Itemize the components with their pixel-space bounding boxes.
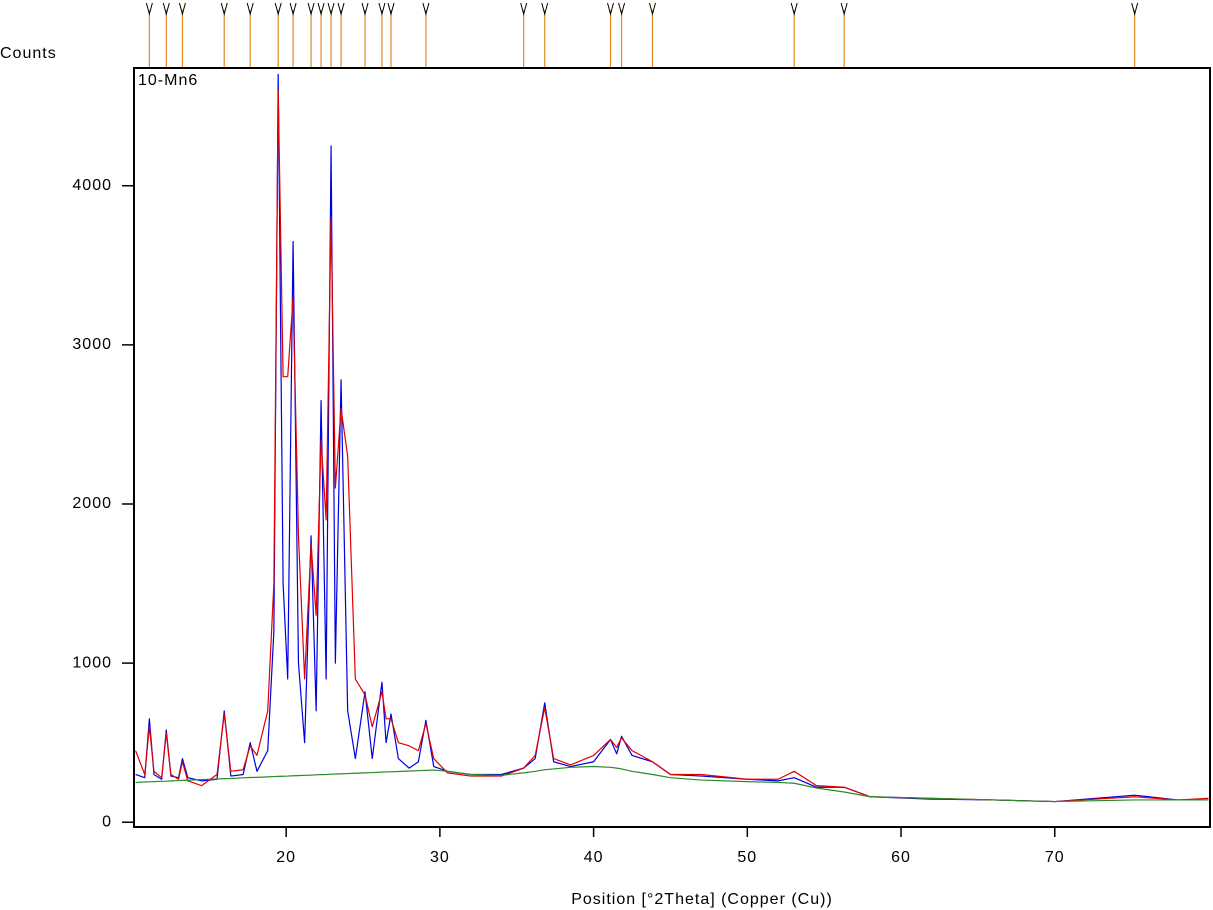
- chart-title: 10-Mn6: [138, 72, 198, 89]
- reference-peak-glyph: [145, 2, 153, 16]
- reference-peak-glyph: [246, 2, 254, 16]
- reference-peak-glyph: [220, 2, 228, 16]
- reference-peak-glyph: [840, 2, 848, 16]
- x-tick-label: 30: [430, 849, 450, 866]
- reference-peak-glyph: [317, 2, 325, 16]
- x-tick-label: 40: [584, 849, 604, 866]
- reference-peak-glyph: [327, 2, 335, 16]
- plot-frame: [133, 67, 1211, 828]
- x-tick-label: 20: [276, 849, 296, 866]
- reference-peak-glyph: [337, 2, 345, 16]
- reference-peak-glyph: [378, 2, 386, 16]
- reference-peak-glyph: [607, 2, 614, 16]
- reference-peak-glyph: [387, 2, 395, 16]
- reference-peak-glyph: [361, 2, 369, 16]
- reference-peak-glyph: [648, 2, 656, 16]
- series-line: [135, 765, 1209, 803]
- reference-peak-glyph: [520, 2, 528, 16]
- y-axis-title: Counts: [0, 45, 57, 62]
- reference-peak-glyph: [289, 2, 297, 16]
- reference-peak-glyph: [618, 2, 626, 16]
- reference-peak-glyph: [307, 2, 315, 16]
- reference-peak-glyph: [274, 2, 282, 16]
- x-tick-label: 50: [737, 849, 757, 866]
- reference-peak-glyph: [1131, 2, 1139, 16]
- y-tick-label: 2000: [72, 495, 112, 512]
- series-line: [134, 89, 1209, 803]
- y-tick-label: 3000: [72, 336, 112, 353]
- y-tick-label: 0: [102, 813, 112, 830]
- reference-peak-glyph: [790, 2, 798, 16]
- y-tick-label: 1000: [72, 654, 112, 671]
- x-axis-title: Position [°2Theta] (Copper (Cu)): [571, 891, 833, 908]
- reference-peak-glyph: [162, 2, 170, 16]
- x-tick-label: 70: [1045, 849, 1065, 866]
- reference-peak-glyph: [178, 2, 186, 16]
- x-tick-label: 60: [891, 849, 911, 866]
- y-tick-label: 4000: [72, 177, 112, 194]
- reference-peak-glyph: [541, 2, 549, 16]
- reference-peak-glyph: [422, 2, 430, 16]
